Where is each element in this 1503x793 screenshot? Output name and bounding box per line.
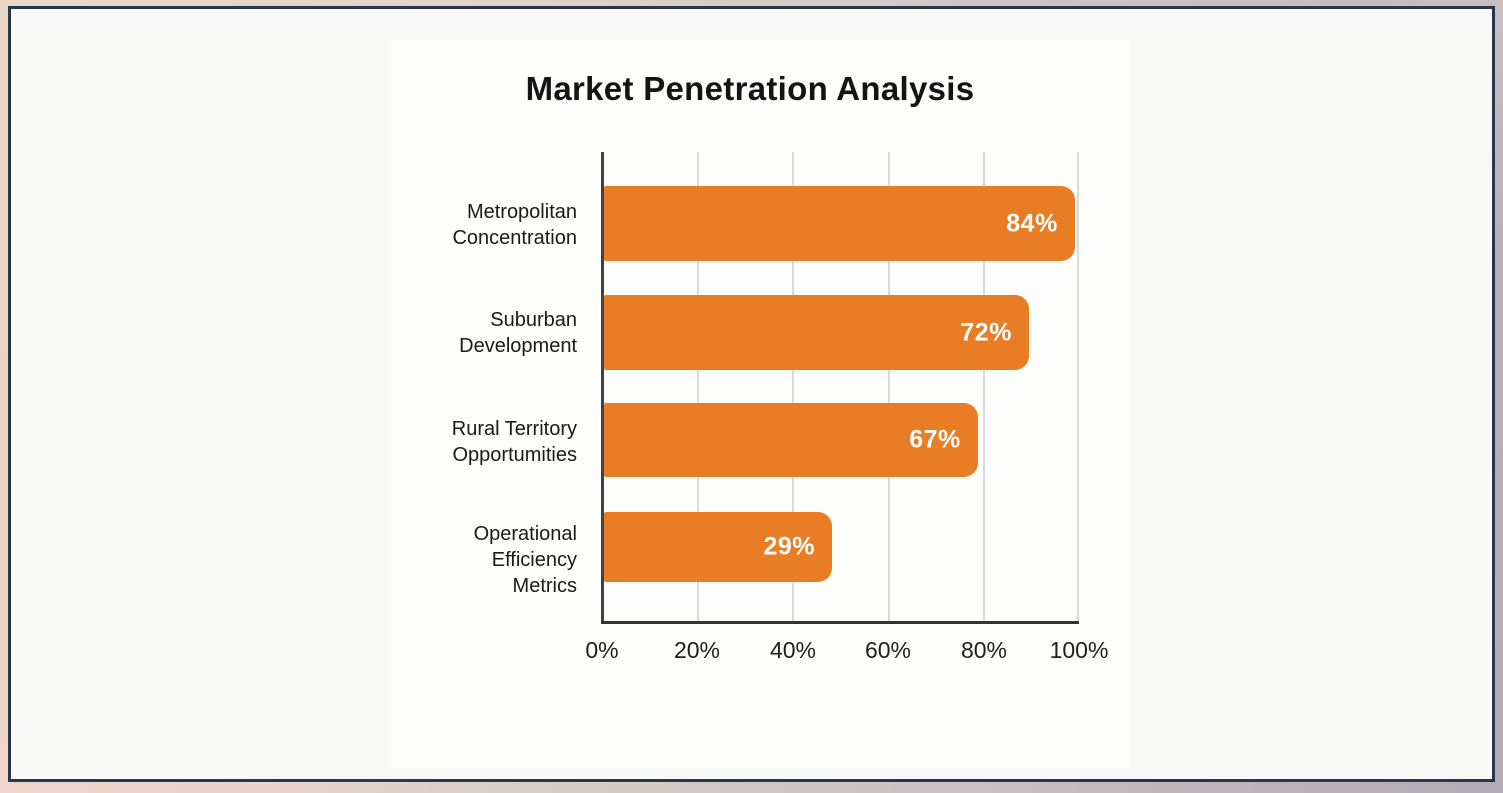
bar-value-label: 72%: [960, 318, 1012, 346]
x-tick-100: 100%: [1049, 637, 1109, 663]
x-tick-40: 40%: [769, 637, 817, 663]
bar-value-label: 84%: [1006, 209, 1058, 237]
category-label-operational-efficiency-metrics: Operational Efficiency Metrics: [473, 523, 577, 597]
x-tick-0: 0%: [585, 637, 619, 663]
category-label-rural-territory-opportunities: Rural Territory Opportumities: [451, 418, 577, 466]
bar-suburban-development: 72%: [604, 295, 1029, 370]
x-tick-60: 60%: [864, 637, 912, 663]
category-label-suburban-development: Suburban Development: [459, 309, 577, 357]
y-axis-line: [601, 152, 604, 622]
bar-metropolitan-concentration: 84%: [604, 186, 1075, 261]
gridline-60: [887, 152, 890, 622]
plot-area: 84% 72% 67% 29%: [601, 152, 1079, 624]
chart-title: Market Penetration Analysis: [525, 70, 975, 107]
x-tick-80: 80%: [960, 637, 1008, 663]
gridline-40: [792, 152, 795, 622]
x-axis-line: [601, 621, 1079, 624]
gridline-80: [983, 152, 986, 622]
bar-rural-territory-opportunities: 67%: [604, 403, 978, 477]
bar-operational-efficiency-metrics: 29%: [604, 512, 832, 582]
x-tick-20: 20%: [673, 637, 721, 663]
category-label-metropolitan-concentration: Metropolitan Concentration: [452, 201, 577, 249]
gridline-20: [696, 152, 699, 622]
bar-value-label: 67%: [909, 425, 961, 454]
bar-value-label: 29%: [763, 532, 815, 561]
chart-card: [8, 6, 1495, 782]
gridline-100: [1077, 152, 1079, 622]
